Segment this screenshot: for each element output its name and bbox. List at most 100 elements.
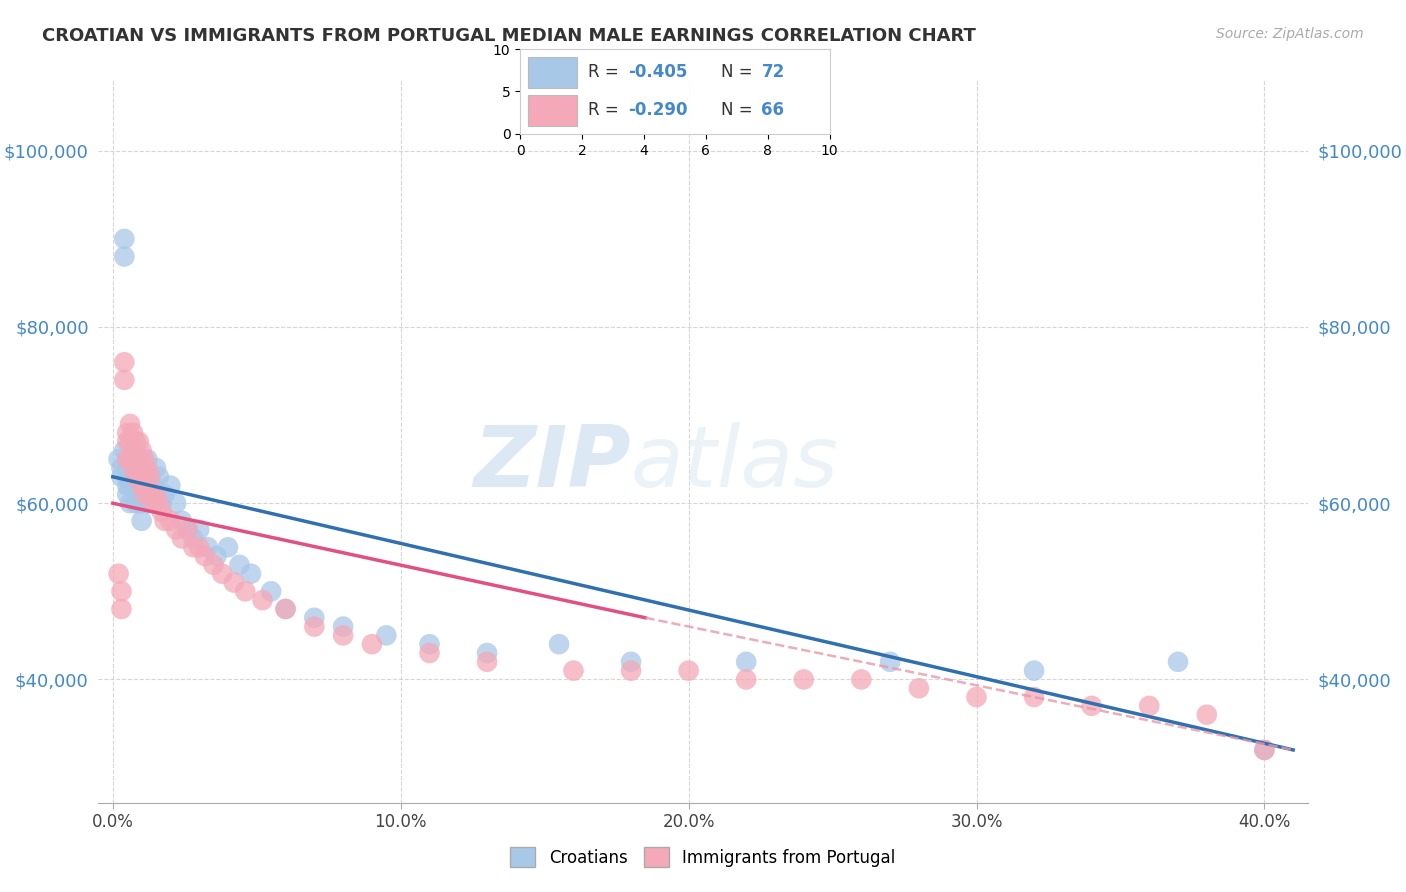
Point: [122, 470, 145, 484]
Point: [125, 452, 148, 467]
Text: 72: 72: [762, 63, 785, 81]
Point: [131, 478, 153, 492]
Point: [145, 496, 167, 510]
Point: [1022, 690, 1045, 704]
Point: [908, 681, 931, 696]
Point: [1167, 655, 1189, 669]
Point: [110, 602, 132, 616]
Point: [228, 558, 250, 572]
Point: [153, 514, 176, 528]
Point: [188, 523, 211, 537]
Point: [115, 452, 138, 467]
Point: [136, 478, 159, 492]
Point: [274, 602, 297, 616]
Point: [139, 487, 162, 501]
Point: [879, 655, 901, 669]
Point: [735, 655, 758, 669]
Point: [110, 584, 132, 599]
Point: [418, 637, 440, 651]
Point: [115, 425, 138, 440]
Point: [202, 558, 225, 572]
Point: [304, 611, 326, 625]
Point: [1253, 743, 1275, 757]
Point: [1195, 707, 1218, 722]
Point: [115, 487, 138, 501]
Text: 66: 66: [762, 101, 785, 119]
Point: [153, 487, 176, 501]
Text: CROATIAN VS IMMIGRANTS FROM PORTUGAL MEDIAN MALE EARNINGS CORRELATION CHART: CROATIAN VS IMMIGRANTS FROM PORTUGAL MED…: [42, 27, 976, 45]
Point: [252, 593, 274, 607]
Point: [122, 425, 145, 440]
Point: [110, 470, 132, 484]
Point: [183, 532, 205, 546]
Point: [112, 373, 135, 387]
Point: [170, 532, 193, 546]
Point: [304, 619, 326, 633]
Point: [134, 487, 156, 501]
Point: [139, 470, 162, 484]
Point: [115, 470, 138, 484]
Point: [1137, 698, 1160, 713]
Text: atlas: atlas: [630, 422, 838, 505]
Point: [332, 619, 354, 633]
Point: [128, 487, 150, 501]
Point: [165, 523, 187, 537]
Point: [136, 496, 159, 510]
Point: [125, 461, 148, 475]
Point: [131, 514, 153, 528]
Point: [128, 496, 150, 510]
Point: [211, 566, 233, 581]
Point: [145, 487, 167, 501]
Point: [678, 664, 700, 678]
Point: [1080, 698, 1102, 713]
Point: [125, 478, 148, 492]
Point: [142, 478, 165, 492]
Point: [548, 637, 571, 651]
Text: ZIP: ZIP: [472, 422, 630, 505]
Point: [128, 470, 150, 484]
FancyBboxPatch shape: [529, 95, 578, 126]
Point: [188, 541, 211, 555]
Point: [125, 470, 148, 484]
Point: [122, 478, 145, 492]
Point: [159, 478, 181, 492]
Point: [128, 478, 150, 492]
Point: [1253, 743, 1275, 757]
Text: N =: N =: [721, 63, 758, 81]
Point: [136, 478, 159, 492]
Point: [134, 487, 156, 501]
Text: Source: ZipAtlas.com: Source: ZipAtlas.com: [1216, 27, 1364, 41]
Point: [115, 478, 138, 492]
Point: [145, 461, 167, 475]
Point: [125, 452, 148, 467]
Text: -0.290: -0.290: [628, 101, 688, 119]
Point: [128, 470, 150, 484]
Point: [131, 443, 153, 458]
Point: [131, 470, 153, 484]
Point: [966, 690, 988, 704]
Point: [120, 478, 142, 492]
Point: [194, 549, 217, 563]
Point: [136, 452, 159, 467]
Text: R =: R =: [588, 63, 624, 81]
Point: [107, 452, 129, 467]
Point: [620, 664, 643, 678]
Point: [120, 417, 142, 431]
Point: [112, 232, 135, 246]
Point: [375, 628, 398, 642]
Point: [128, 461, 150, 475]
Point: [120, 452, 142, 467]
Point: [120, 470, 142, 484]
Point: [120, 461, 142, 475]
Point: [110, 461, 132, 475]
Point: [122, 443, 145, 458]
Point: [475, 655, 498, 669]
Point: [139, 470, 162, 484]
Point: [475, 646, 498, 660]
Point: [136, 461, 159, 475]
Point: [134, 461, 156, 475]
Point: [851, 673, 873, 687]
Legend: Croatians, Immigrants from Portugal: Croatians, Immigrants from Portugal: [503, 840, 903, 874]
Point: [115, 461, 138, 475]
FancyBboxPatch shape: [529, 57, 578, 87]
